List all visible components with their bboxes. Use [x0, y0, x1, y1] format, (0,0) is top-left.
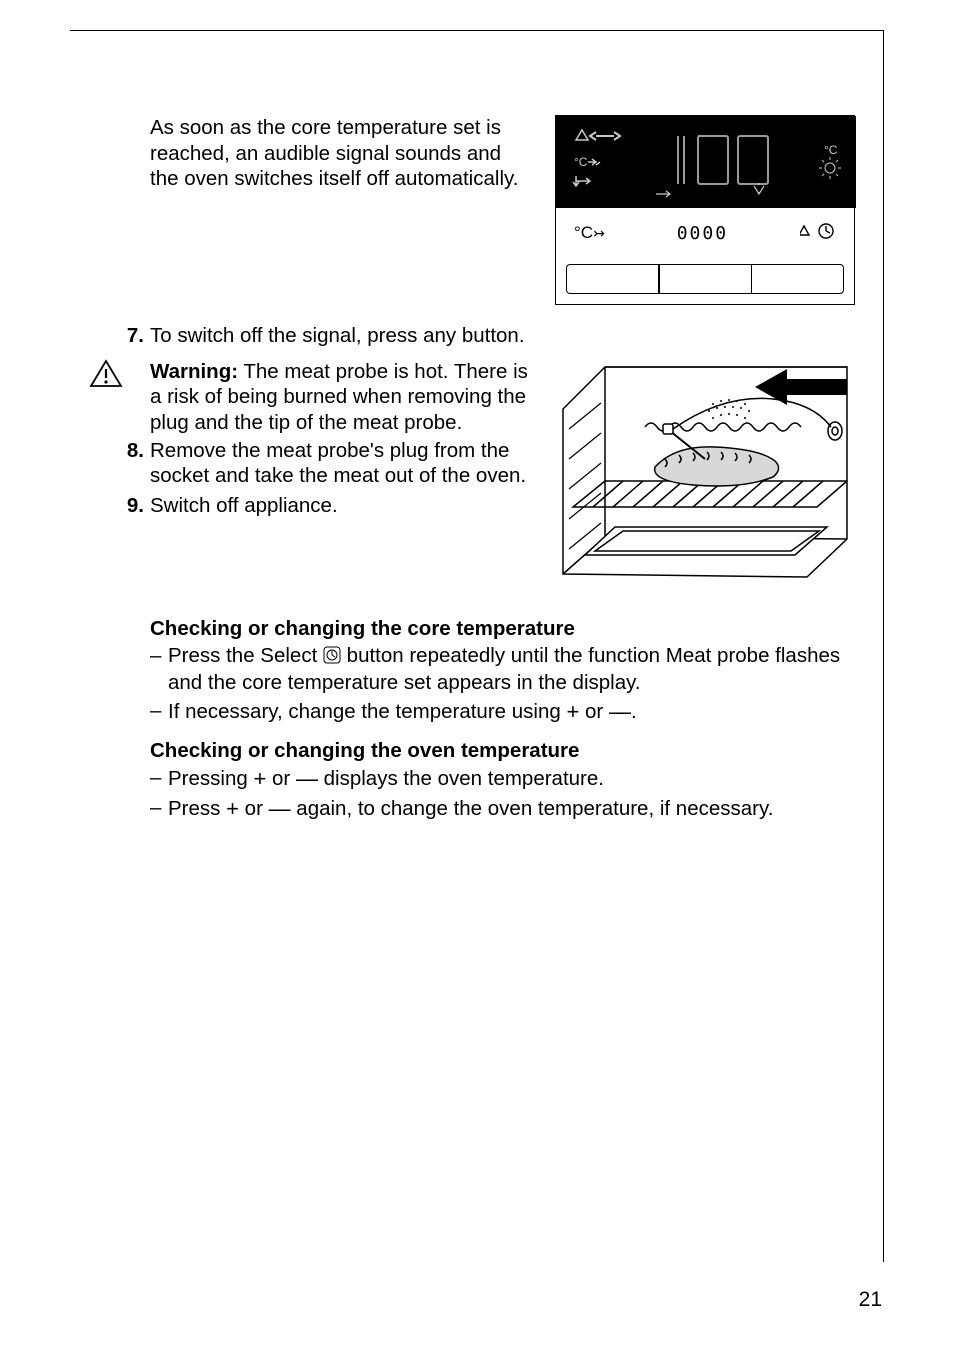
intro-text: As soon as the core temperature set is r… — [150, 115, 535, 192]
oven-b1-post: displays the oven temperature. — [318, 767, 604, 790]
display-lcd: °C — [556, 116, 854, 208]
svg-text:°C: °C — [574, 155, 588, 169]
core-b2-post: . — [631, 700, 637, 723]
plus-icon: + — [226, 796, 239, 821]
display-panel-wrapper: °C — [555, 115, 855, 305]
oven-b2-mid: or — [239, 797, 269, 820]
oven-b1-mid: or — [266, 767, 296, 790]
core-b2-mid: or — [579, 700, 609, 723]
core-bullet-2: – If necessary, change the temperature u… — [150, 698, 855, 726]
lock-clock-icon — [800, 222, 836, 245]
warning-block: Warning: The meat probe is hot. There is… — [150, 359, 535, 436]
clock-digits: 0000 — [677, 223, 728, 244]
display-button-2[interactable] — [660, 264, 751, 294]
page-number: 21 — [859, 1288, 882, 1312]
core-b1-body: Press the Select button repeatedly until… — [168, 643, 855, 696]
step-7: 7. To switch off the signal, press any b… — [120, 323, 855, 349]
step-9-text: Switch off appliance. — [150, 493, 535, 519]
dash-icon: – — [150, 643, 168, 696]
display-mid-row: °C↣ 0000 — [556, 208, 854, 258]
step-8-num: 8. — [120, 438, 144, 489]
core-b2-body: If necessary, change the temperature usi… — [168, 698, 855, 726]
plus-icon: + — [566, 699, 579, 724]
probe-temp-icon: °C↣ — [574, 223, 605, 243]
oven-bullet-2: – Press + or — again, to change the oven… — [150, 795, 855, 823]
select-clock-icon — [323, 645, 341, 671]
dash-icon: – — [150, 765, 168, 793]
core-bullet-1: – Press the Select button repeatedly unt… — [150, 643, 855, 696]
oven-b1-body: Pressing + or — displays the oven temper… — [168, 765, 855, 793]
oven-heading: Checking or changing the oven temperatur… — [150, 739, 855, 763]
step-8-text: Remove the meat probe's plug from the so… — [150, 438, 535, 489]
display-button-3[interactable] — [752, 264, 844, 294]
warning-label: Warning: — [150, 360, 238, 383]
minus-icon: — — [269, 796, 291, 821]
oven-b2-pre: Press — [168, 797, 226, 820]
svg-text:°C: °C — [824, 143, 838, 157]
intro-col: As soon as the core temperature set is r… — [95, 115, 535, 305]
insert-arrow-icon — [755, 369, 847, 405]
step-9-num: 9. — [120, 493, 144, 519]
dash-icon: – — [150, 795, 168, 823]
section-oven-temp: Checking or changing the oven temperatur… — [150, 739, 855, 822]
section-core-temp: Checking or changing the core temperatur… — [150, 617, 855, 726]
oven-b2-post: again, to change the oven temperature, i… — [291, 797, 774, 820]
oven-diagram-wrapper — [555, 359, 855, 589]
step-7-num: 7. — [120, 323, 144, 349]
oven-bullet-1: – Pressing + or — displays the oven temp… — [150, 765, 855, 793]
display-button-1[interactable] — [566, 264, 658, 294]
minus-icon: — — [609, 699, 631, 724]
step-8: 8. Remove the meat probe's plug from the… — [120, 438, 535, 489]
plus-icon: + — [253, 766, 266, 791]
oven-b1-pre: Pressing — [168, 767, 253, 790]
display-buttons — [556, 258, 854, 304]
warning-triangle-icon — [89, 359, 123, 389]
row-intro: As soon as the core temperature set is r… — [95, 115, 855, 305]
dash-icon: – — [150, 698, 168, 726]
oven-b2-body: Press + or — again, to change the oven t… — [168, 795, 855, 823]
step-9: 9. Switch off appliance. — [120, 493, 535, 519]
page-content: As soon as the core temperature set is r… — [95, 115, 855, 824]
warning-steps-col: Warning: The meat probe is hot. There is… — [95, 359, 535, 589]
core-b1-pre: Press the Select — [168, 644, 323, 667]
core-b2-pre: If necessary, change the temperature usi… — [168, 700, 566, 723]
minus-icon: — — [296, 766, 318, 791]
step-7-text: To switch off the signal, press any butt… — [150, 323, 855, 349]
oven-display-panel: °C — [555, 115, 855, 305]
row-warning-steps: Warning: The meat probe is hot. There is… — [95, 359, 855, 589]
core-heading: Checking or changing the core temperatur… — [150, 617, 855, 641]
display-lcd-svg: °C — [556, 116, 856, 208]
oven-interior-diagram — [555, 359, 855, 584]
